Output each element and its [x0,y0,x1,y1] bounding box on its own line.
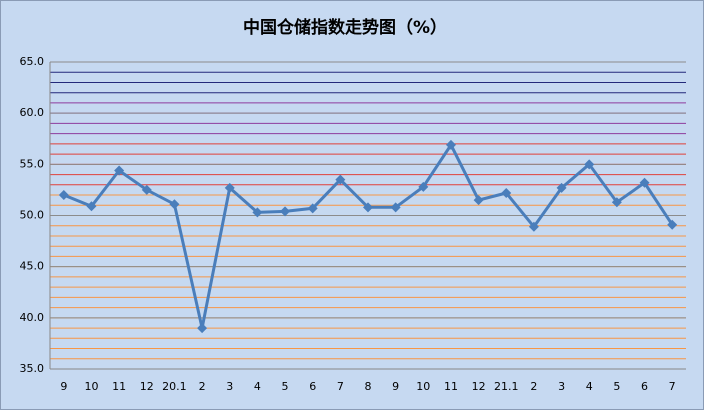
data-point [307,203,318,214]
y-tick-label: 35.0 [20,362,45,375]
data-point [197,323,208,334]
x-tick-label: 10 [416,380,430,393]
data-point [556,182,567,193]
x-tick-label: 8 [365,380,372,393]
x-tick-label: 6 [641,380,648,393]
data-point [224,182,235,193]
x-tick-label: 6 [309,380,316,393]
x-tick-label: 4 [586,380,593,393]
data-point [667,219,678,230]
data-point [445,139,456,150]
x-tick-label: 7 [337,380,344,393]
x-tick-label: 12 [472,380,486,393]
x-tick-label: 3 [558,380,565,393]
data-point [418,181,429,192]
x-tick-label: 10 [84,380,98,393]
x-tick-label: 11 [444,380,458,393]
x-tick-label: 4 [254,380,261,393]
data-point [390,202,401,213]
x-tick-label: 7 [669,380,676,393]
chart-title: 中国仓储指数走势图（%） [243,17,447,38]
x-tick-label: 20.1 [162,380,187,393]
x-tick-label: 11 [112,380,126,393]
x-tick-label: 9 [60,380,67,393]
x-tick-label: 2 [199,380,206,393]
y-tick-label: 50.0 [20,209,45,222]
data-point [501,187,512,198]
x-tick-label: 21.1 [494,380,519,393]
data-point [584,159,595,170]
y-tick-label: 60.0 [20,106,45,119]
data-point [335,174,346,185]
y-tick-label: 45.0 [20,260,45,273]
data-point [363,202,373,213]
x-tick-label: 12 [140,380,154,393]
data-point [280,206,291,217]
data-point [528,221,539,232]
x-tick-label: 2 [530,380,537,393]
data-point [114,165,125,176]
data-point [639,177,650,188]
data-point [86,201,97,212]
data-point [58,190,69,201]
data-point [611,197,622,208]
data-point [141,184,152,195]
y-tick-label: 65.0 [20,55,45,68]
y-tick-label: 40.0 [20,311,45,324]
data-point [169,199,180,210]
x-tick-label: 9 [392,380,399,393]
data-point [473,195,484,206]
data-point [252,207,263,218]
y-tick-label: 55.0 [20,157,45,170]
x-tick-label: 3 [226,380,233,393]
x-tick-label: 5 [613,380,620,393]
x-tick-label: 5 [282,380,289,393]
